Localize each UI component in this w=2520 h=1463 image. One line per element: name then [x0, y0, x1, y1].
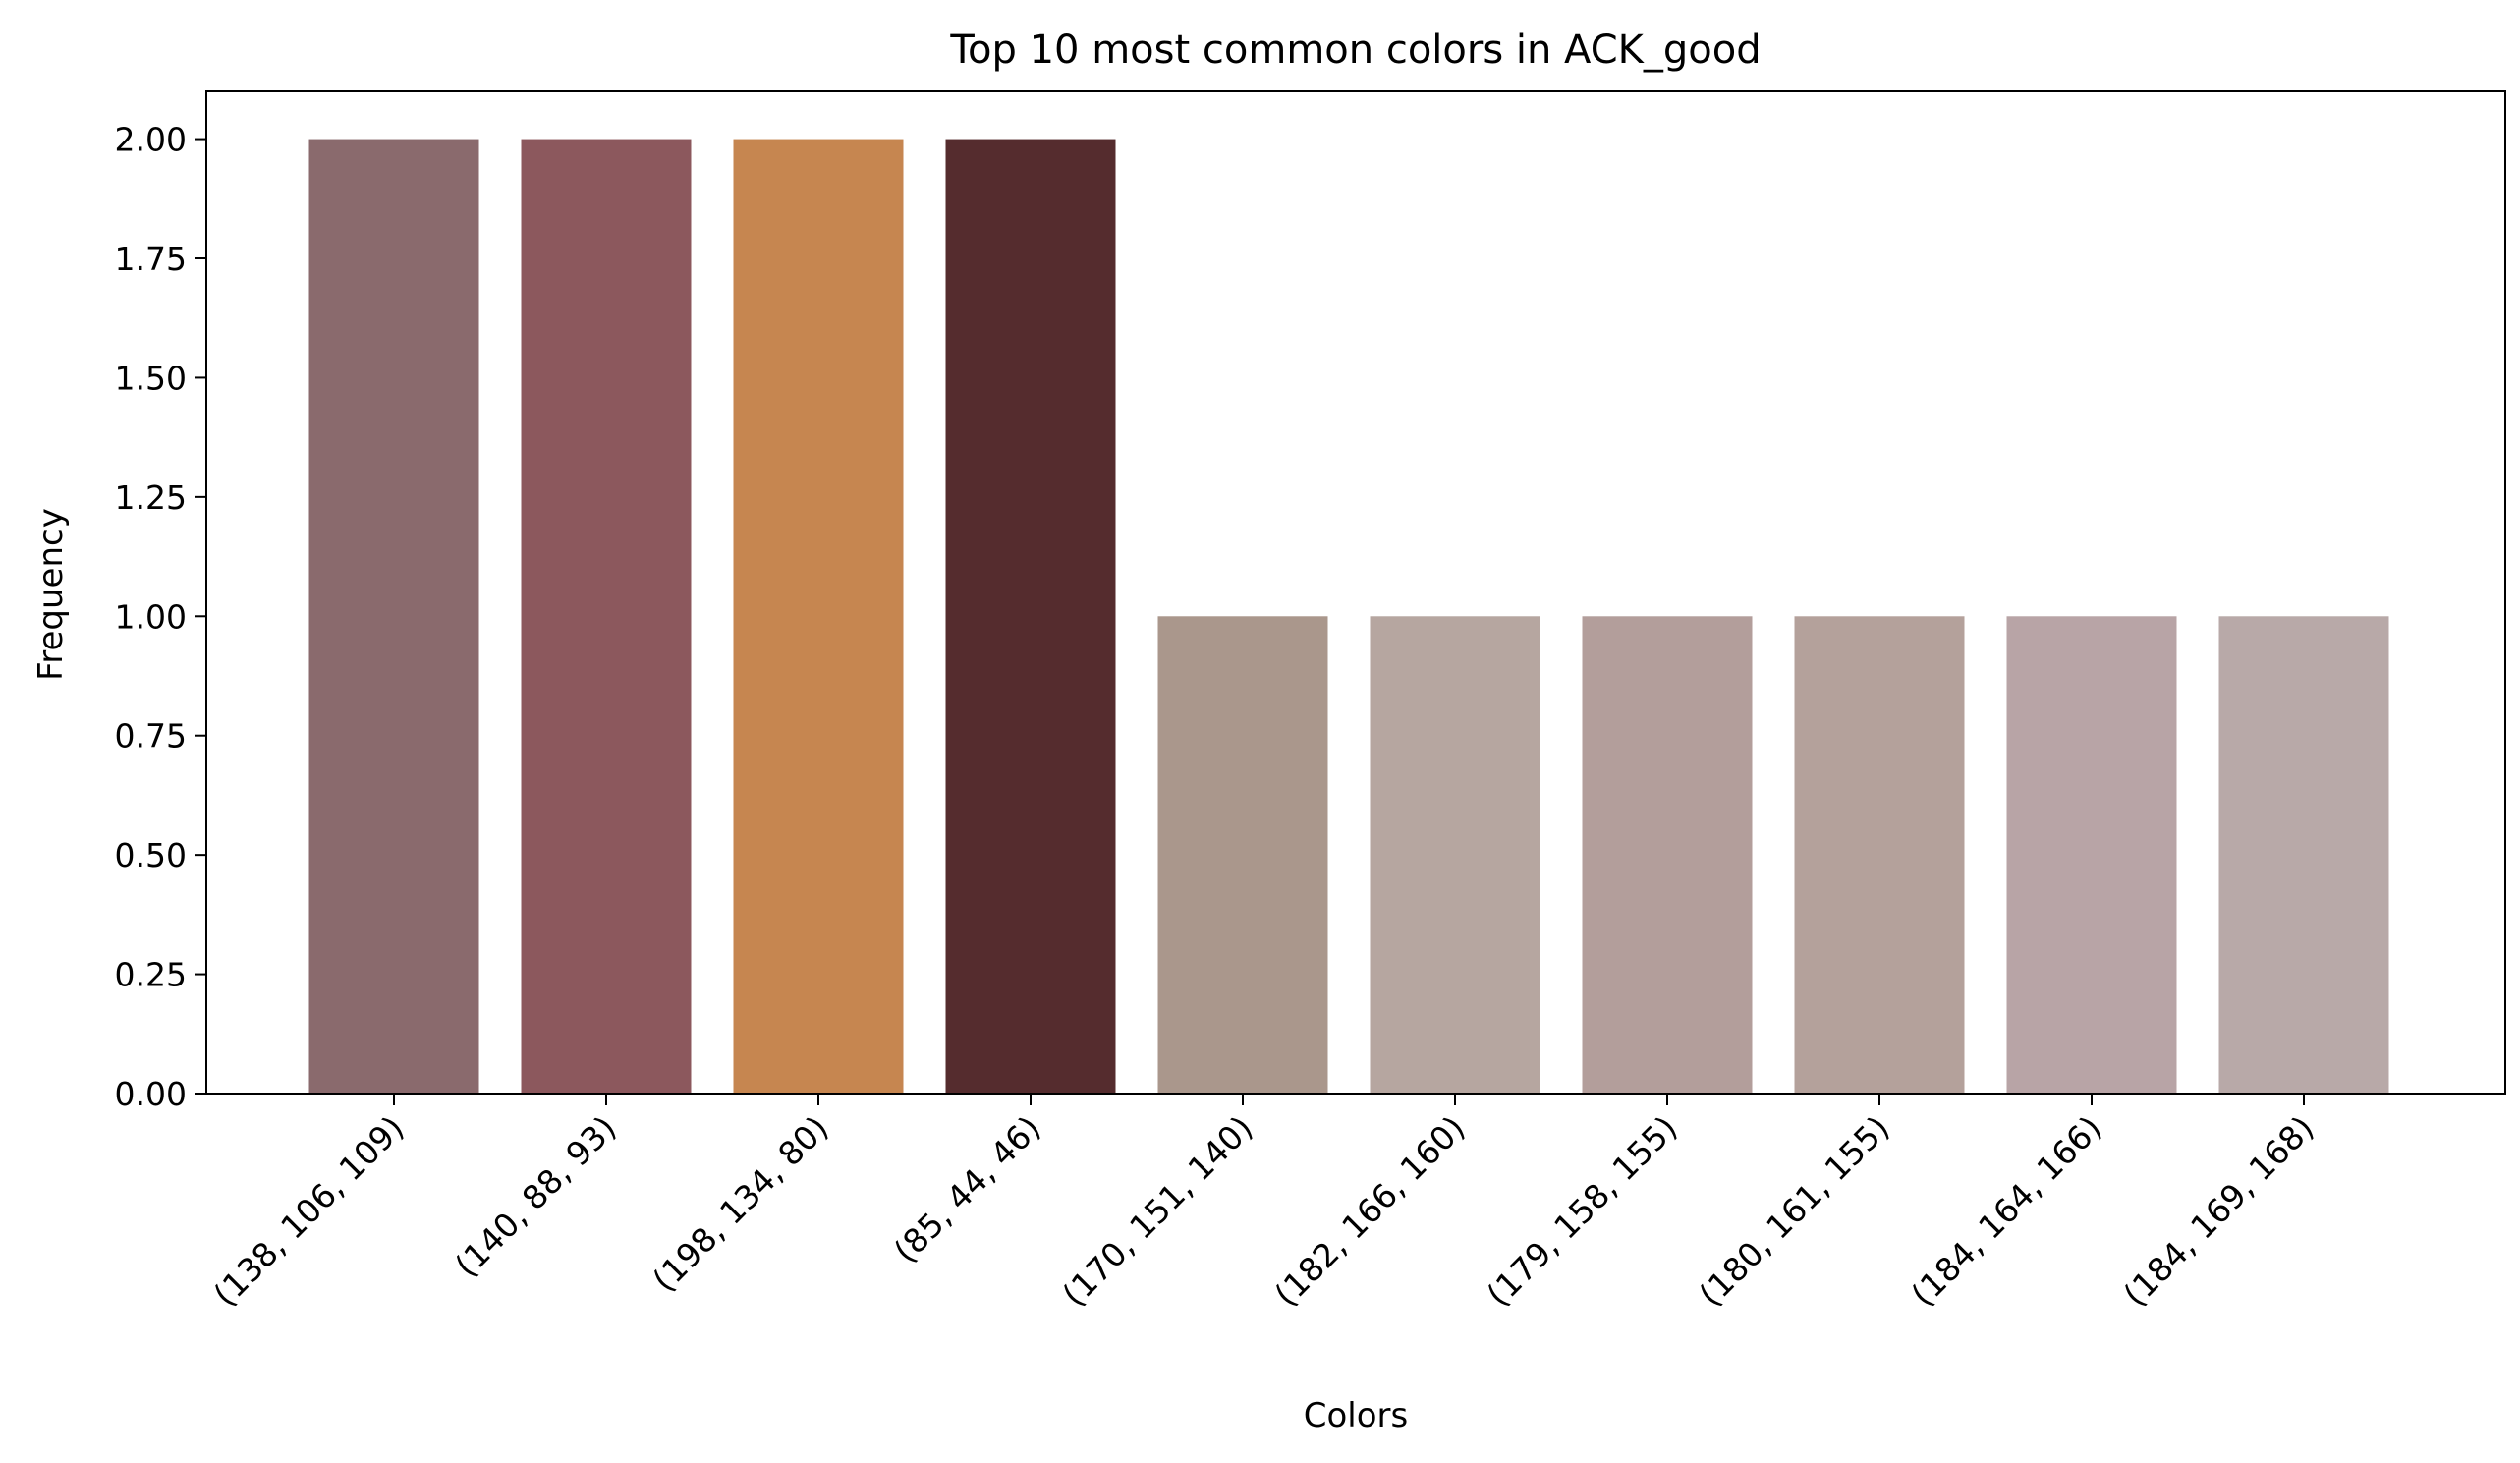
y-tick-label: 1.75	[115, 240, 187, 278]
y-tick-label: 1.50	[115, 359, 187, 397]
bar	[521, 139, 692, 1095]
bar	[1157, 616, 1328, 1094]
bar	[945, 139, 1116, 1095]
y-tick-label: 0.75	[115, 717, 187, 756]
bar	[733, 139, 904, 1095]
bar	[1370, 616, 1540, 1094]
y-tick-label: 1.25	[115, 478, 187, 517]
bar	[308, 139, 479, 1095]
y-tick-label: 2.00	[115, 121, 187, 159]
bar	[1582, 616, 1753, 1094]
y-tick-label: 0.25	[115, 956, 187, 994]
y-axis: 0.00 0.25 0.50 0.75 1.00 1.25 1.50 1.75 2.00	[115, 121, 206, 1113]
x-axis-label: Colors	[1304, 1396, 1408, 1435]
y-tick-label: 0.00	[115, 1075, 187, 1113]
bar	[1794, 616, 1965, 1094]
y-axis-label: Frequency	[31, 508, 71, 681]
bar	[2006, 616, 2177, 1094]
y-tick-label: 1.00	[115, 597, 187, 636]
bars-group	[308, 139, 2389, 1095]
bar	[2218, 616, 2389, 1094]
y-tick-label: 0.50	[115, 836, 187, 874]
chart-title: Top 10 most common colors in ACK_good	[949, 28, 1761, 73]
plot-frame	[205, 90, 2506, 1095]
